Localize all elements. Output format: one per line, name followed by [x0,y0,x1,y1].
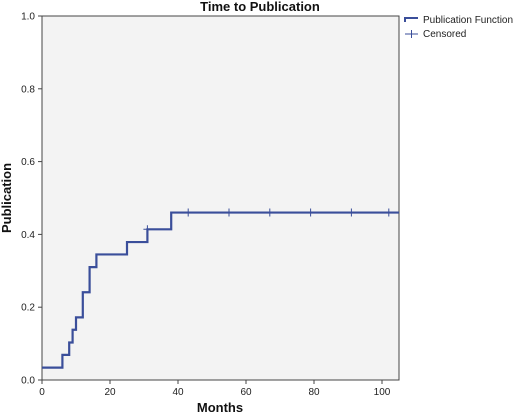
legend-label-censored: Censored [423,29,466,40]
y-tick-label: 0.2 [21,303,35,314]
censored-marker [384,208,393,217]
x-tick-label: 100 [374,387,391,398]
y-tick-label: 0.8 [21,84,35,95]
x-axis: 0 20 40 60 80 100 [39,380,391,398]
series-layer [42,208,399,369]
x-tick-label: 80 [308,387,320,398]
x-tick-label: 20 [104,387,116,398]
x-tick-label: 40 [172,387,184,398]
censored-marker [306,208,315,217]
censored-marker [347,208,356,217]
y-tick-label: 0.0 [21,376,35,387]
legend-line-swatch [404,17,418,22]
censored-marker [184,208,193,217]
censored-marker [143,225,152,234]
y-tick-label: 0.6 [21,157,35,168]
x-tick-label: 60 [240,387,252,398]
y-tick-label: 0.4 [21,230,35,241]
censored-marker [225,208,233,217]
x-axis-title: Months [197,400,243,415]
y-tick-label: 1.0 [21,12,35,23]
plot-area [41,15,400,381]
x-tick-label: 0 [39,387,45,398]
legend: Publication Function Censored [404,15,513,40]
censored-marker [265,208,274,217]
y-axis: 0.0 0.2 0.4 0.6 0.8 1.0 [21,12,42,387]
series-publication-function [42,211,399,369]
y-axis-title: Publication [0,163,14,233]
legend-plus-swatch [405,30,418,38]
chart-title: Time to Publication [200,0,320,14]
legend-label-function: Publication Function [423,15,513,26]
